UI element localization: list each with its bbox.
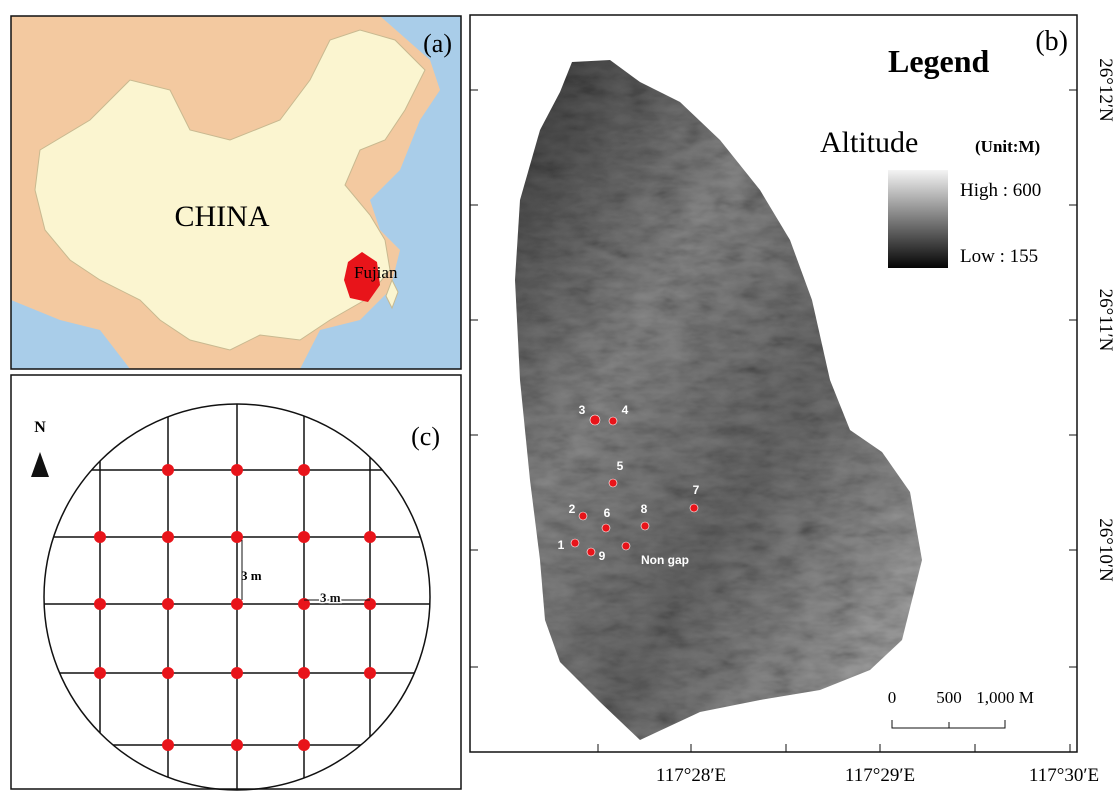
panel-a: (a) CHINA Fujian [10, 15, 462, 370]
site-label: 4 [622, 403, 629, 417]
legend-title: Legend [888, 43, 990, 79]
sample-point [94, 667, 106, 679]
sample-point [162, 667, 174, 679]
latitude-label: 26°12′N [1095, 58, 1113, 122]
sample-point [231, 739, 243, 751]
site-marker [601, 523, 611, 533]
sample-point [298, 667, 310, 679]
site-label: Non gap [641, 553, 689, 567]
spacing-label: 3 m [320, 590, 341, 605]
site-label: 2 [569, 502, 576, 516]
site-marker [570, 538, 580, 548]
panel-frame [10, 15, 462, 370]
site-label: 5 [617, 459, 624, 473]
longitude-label: 117°28′E [656, 765, 726, 786]
site-label: 9 [599, 549, 606, 563]
coordinate-labels: 26°12′N 26°11′N 26°10′N 117°28′E 117°29′E 117… [656, 58, 1113, 786]
scale-label: 500 [936, 688, 962, 707]
legend-variable: Altitude [820, 126, 918, 159]
panel-b: Legend (b) Altitude (Unit:M) High : 600 … [469, 14, 1113, 786]
graticule-ticks [470, 89, 1077, 752]
site-marker [608, 478, 618, 488]
sample-point [298, 598, 310, 610]
sample-point [231, 667, 243, 679]
fujian-region [344, 252, 380, 302]
china-outline [34, 29, 426, 351]
panel-label: (b) [1035, 26, 1068, 57]
legend-high: High : 600 [960, 180, 1041, 201]
site-label: 7 [693, 483, 700, 497]
sample-point [162, 739, 174, 751]
site-label: 6 [604, 506, 611, 520]
site-marker [621, 541, 631, 551]
sample-point [364, 667, 376, 679]
legend-unit: (Unit:M) [975, 137, 1040, 156]
site-marker [578, 511, 588, 521]
scale-label: 0 [888, 688, 897, 707]
panel-label: (c) [411, 422, 440, 451]
sample-point [231, 531, 243, 543]
sample-point [162, 464, 174, 476]
sample-point [231, 464, 243, 476]
panel-c: N (c) 3 m 3 m [10, 374, 462, 791]
site-marker [689, 503, 699, 513]
sample-point [364, 531, 376, 543]
sea [11, 300, 130, 369]
legend-ramp [888, 170, 948, 268]
taiwan [385, 278, 399, 310]
site-label: 8 [641, 502, 648, 516]
site-label: 1 [558, 538, 565, 552]
sample-point [94, 598, 106, 610]
country-label: CHINA [175, 200, 270, 233]
panel-label: (a) [423, 29, 452, 58]
sample-points [94, 464, 376, 751]
north-arrow [31, 452, 49, 477]
province-label: Fujian [354, 263, 398, 282]
latitude-label: 26°10′N [1095, 518, 1113, 582]
north-label: N [34, 419, 46, 436]
spacing-label: 3 m [241, 568, 262, 583]
sites: 1 2 3 4 5 6 7 8 9 Non gap [558, 403, 700, 567]
terrain-map [515, 60, 922, 740]
sample-point [162, 598, 174, 610]
site-marker [640, 521, 650, 531]
site-label: 3 [579, 403, 586, 417]
site-marker [589, 414, 601, 426]
scale-label: 1,000 M [976, 688, 1034, 707]
sample-point [298, 464, 310, 476]
sample-point [94, 531, 106, 543]
site-marker [586, 547, 596, 557]
plot-circle [43, 403, 431, 791]
scale-bar [891, 720, 1006, 729]
sample-point [298, 531, 310, 543]
sample-point [364, 598, 376, 610]
sample-point [298, 739, 310, 751]
sample-point [231, 598, 243, 610]
sea [300, 16, 461, 369]
panel-frame [10, 374, 462, 790]
longitude-label: 117°30′E [1029, 765, 1099, 786]
site-marker [608, 416, 618, 426]
legend-low: Low : 155 [960, 246, 1038, 267]
longitude-label: 117°29′E [845, 765, 915, 786]
latitude-label: 26°11′N [1095, 289, 1113, 352]
sample-point [162, 531, 174, 543]
